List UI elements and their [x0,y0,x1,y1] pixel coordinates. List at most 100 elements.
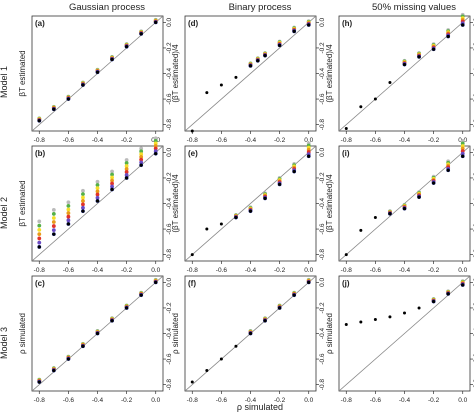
data-point [248,331,253,336]
x-tick-label: -0.4 [245,397,257,404]
y-tick-label: -0.8 [166,119,173,131]
data-point [139,32,143,36]
x-tick-label: -0.6 [63,267,75,274]
x-tick-label: -0.4 [92,397,104,404]
data-point [95,186,100,191]
data-point [66,200,71,205]
x-tick-label: -0.2 [274,267,286,274]
data-point [190,380,194,384]
data-point [124,164,129,168]
data-point [95,179,100,184]
data-point [205,91,209,95]
data-point [37,119,41,123]
data-point [81,195,85,200]
y-axis-label: (βT estimated)/4 [325,174,334,233]
row-title-model-3: Model 3 [0,327,9,359]
data-point [110,178,114,183]
data-point [139,149,144,154]
data-point [278,43,282,47]
data-point [95,192,100,197]
x-tick-label: -0.6 [370,397,382,404]
data-point [125,176,129,180]
x-tick-label: -0.8 [187,397,199,404]
data-point [205,227,209,231]
y-tick-label: -0.2 [319,42,326,54]
x-tick-label: -0.8 [34,267,46,274]
x-tick-label: -0.4 [92,137,104,144]
data-point [219,222,223,226]
data-point [403,311,406,315]
x-tick-label: -0.2 [428,397,440,404]
x-tick-label: -0.8 [34,137,46,144]
panel-label: (c) [35,279,45,288]
panel-i: -0.8-0.6-0.4-0.20.0-0.8-0.6-0.4-0.20.0(β… [325,138,474,274]
data-point [432,47,436,51]
panel-label: (j) [342,279,350,288]
data-point [234,75,238,79]
data-point [124,170,129,174]
y-tick-label: -0.4 [319,198,326,210]
y-axis-label: (βT estimated)/4 [171,44,180,103]
data-point [461,23,465,27]
column-title-gaussian: Gaussian process [69,2,145,13]
y-tick-label: 0.0 [319,277,326,286]
data-point [402,207,407,211]
panel-j: -0.8-0.6-0.4-0.20.0-0.8-0.6-0.4-0.20.0ρ … [325,275,474,404]
data-point [219,357,223,361]
y-axis-label: ρ simulated [171,313,180,354]
data-point [51,228,56,233]
data-point [51,207,56,212]
x-tick-label: 0.0 [458,397,467,404]
y-axis-label: βT estimated [18,50,27,96]
data-point [461,283,465,287]
panel-label: (i) [342,149,350,158]
data-point [37,236,42,241]
data-point [110,181,114,186]
data-point [124,173,129,177]
data-point [52,107,56,111]
x-tick-label: -0.4 [399,267,411,274]
data-point [219,83,223,87]
column-title-missing: 50% missing values [372,2,456,13]
panel-h: -0.8-0.6-0.4-0.20.0-0.8-0.6-0.4-0.20.0(β… [325,12,474,144]
data-point [81,188,85,193]
data-point [388,212,392,216]
panel-label: (f) [188,279,196,288]
data-point [461,154,465,158]
row-title-model-1: Model 1 [0,66,9,98]
data-point [66,357,70,361]
data-point [190,129,194,133]
data-point [110,184,114,189]
data-point [124,167,129,171]
data-point [307,280,311,284]
y-tick-label: -0.2 [166,302,173,314]
data-point [234,215,238,220]
data-point [37,219,42,224]
y-tick-label: -0.4 [319,68,326,80]
data-point [402,62,407,67]
data-point [95,331,100,336]
panel-label: (h) [342,19,353,28]
x-tick-label: -0.2 [121,397,133,404]
y-tick-label: 0.0 [166,277,173,286]
data-point [154,280,158,284]
x-tick-label: -0.2 [121,137,133,144]
data-point [125,45,129,49]
x-tick-label: 0.0 [151,397,160,404]
x-tick-label: -0.6 [370,267,382,274]
data-point [432,181,436,185]
x-tick-label: 0.0 [151,267,160,274]
data-point [95,195,100,200]
data-point [139,157,144,162]
data-point [388,80,392,84]
data-point [51,216,56,220]
x-tick-label: 0.0 [304,397,313,404]
x-tick-label: -0.6 [63,397,75,404]
y-tick-label: -0.4 [319,328,326,340]
data-point [234,344,238,348]
column-title-binary: Binary process [229,2,292,13]
identity-line [339,16,470,131]
data-point [359,320,363,324]
data-point [278,306,282,310]
